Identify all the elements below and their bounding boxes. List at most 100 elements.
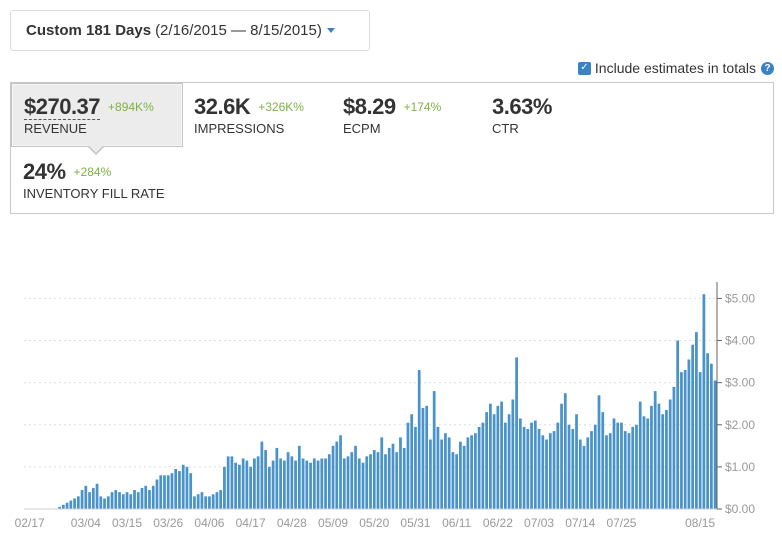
bar bbox=[357, 458, 361, 509]
metric-revenue[interactable]: $270.37 +894K% REVENUE bbox=[11, 83, 183, 155]
bar bbox=[417, 370, 421, 509]
bar bbox=[597, 395, 601, 509]
date-range-picker[interactable]: Custom 181 Days (2/16/2015 — 8/15/2015) bbox=[10, 10, 370, 51]
x-tick-label: 05/31 bbox=[400, 516, 430, 530]
bar bbox=[170, 473, 174, 509]
x-tick-label: 07/25 bbox=[606, 516, 636, 530]
bar bbox=[496, 405, 500, 509]
revenue-bar-chart: $0.00 $1.00 $2.00 $3.00 $4.00 $5.00 02/17 03/04… bbox=[15, 282, 755, 530]
x-tick-label: 04/28 bbox=[277, 516, 307, 530]
x-tick-label: 04/06 bbox=[194, 516, 224, 530]
bar bbox=[631, 426, 635, 509]
bar bbox=[189, 473, 193, 509]
bar bbox=[612, 418, 616, 509]
x-tick-label: 03/15 bbox=[112, 516, 142, 530]
bar bbox=[331, 445, 335, 509]
x-tick-label: 03/26 bbox=[153, 516, 183, 530]
bar bbox=[387, 447, 391, 509]
metric-value: 32.6K bbox=[194, 94, 251, 119]
bar bbox=[286, 452, 290, 509]
bar bbox=[665, 410, 668, 509]
metric-ecpm[interactable]: $8.29 +174% ECPM bbox=[331, 84, 481, 148]
bar bbox=[69, 500, 73, 509]
bar bbox=[586, 437, 590, 509]
include-estimates-checkbox[interactable]: ✓ bbox=[577, 61, 591, 75]
bar bbox=[541, 435, 545, 509]
metric-impressions[interactable]: 32.6K +326K% IMPRESSIONS bbox=[182, 84, 332, 148]
bar bbox=[133, 490, 136, 509]
bar bbox=[282, 460, 286, 509]
bar bbox=[301, 458, 305, 509]
bar bbox=[444, 433, 447, 509]
bar bbox=[346, 456, 350, 509]
bar bbox=[121, 494, 125, 509]
bar bbox=[106, 496, 110, 509]
bar bbox=[672, 386, 676, 509]
bar bbox=[129, 494, 133, 509]
bar bbox=[148, 490, 151, 509]
metric-ctr[interactable]: 3.63% CTR bbox=[480, 84, 630, 148]
bar bbox=[399, 437, 402, 509]
bar bbox=[593, 424, 597, 509]
bar bbox=[485, 412, 488, 509]
include-estimates-label: Include estimates in totals bbox=[594, 60, 756, 76]
metric-value: 3.63% bbox=[492, 94, 552, 119]
bar bbox=[702, 294, 706, 509]
x-tick-label: 02/17 bbox=[15, 516, 45, 530]
x-tick-label: 05/09 bbox=[318, 516, 348, 530]
bar bbox=[575, 414, 578, 509]
bar bbox=[279, 458, 282, 509]
bar bbox=[275, 447, 279, 509]
bar bbox=[215, 492, 219, 509]
bar bbox=[650, 405, 653, 509]
bar bbox=[155, 479, 159, 509]
bar bbox=[365, 456, 369, 509]
bar bbox=[530, 422, 533, 509]
bar bbox=[556, 422, 560, 509]
estimates-toggle: ✓ Include estimates in totals ? bbox=[577, 60, 774, 76]
bar bbox=[241, 458, 245, 509]
metric-inventory-fill-rate[interactable]: 24% +284% INVENTORY FILL RATE bbox=[11, 149, 231, 213]
bar bbox=[462, 445, 466, 509]
bar bbox=[683, 370, 687, 509]
bar bbox=[560, 403, 563, 509]
bar bbox=[354, 445, 357, 509]
metric-label: ECPM bbox=[343, 121, 381, 136]
bar bbox=[698, 372, 702, 509]
bar bbox=[208, 496, 211, 509]
bar bbox=[571, 428, 575, 509]
bar bbox=[507, 414, 511, 509]
bar bbox=[391, 443, 395, 509]
x-tick-label: 07/14 bbox=[565, 516, 595, 530]
bar bbox=[526, 428, 530, 509]
bar bbox=[657, 403, 661, 509]
metric-change: +894K% bbox=[108, 100, 154, 114]
bar bbox=[103, 498, 106, 509]
bar bbox=[361, 462, 365, 509]
bar bbox=[395, 452, 399, 509]
bar bbox=[488, 403, 492, 509]
bar bbox=[114, 490, 118, 509]
bar bbox=[522, 426, 526, 509]
caret-down-icon bbox=[326, 28, 335, 33]
bar bbox=[372, 450, 376, 509]
bar bbox=[267, 466, 271, 509]
bar bbox=[503, 422, 507, 509]
metric-label: IMPRESSIONS bbox=[194, 121, 285, 136]
bar bbox=[638, 401, 642, 509]
help-icon[interactable]: ? bbox=[761, 61, 774, 75]
bar bbox=[440, 439, 444, 509]
bar bbox=[477, 426, 481, 509]
bar bbox=[140, 487, 144, 509]
bar bbox=[552, 431, 556, 509]
y-tick-label: $4.00 bbox=[725, 334, 755, 348]
bar bbox=[515, 357, 518, 509]
bar bbox=[185, 466, 189, 509]
bar bbox=[178, 471, 181, 509]
bar bbox=[61, 504, 65, 509]
bar bbox=[425, 405, 429, 509]
bar bbox=[492, 414, 496, 509]
bar bbox=[256, 456, 260, 509]
bar bbox=[159, 475, 163, 509]
bar bbox=[264, 450, 267, 509]
